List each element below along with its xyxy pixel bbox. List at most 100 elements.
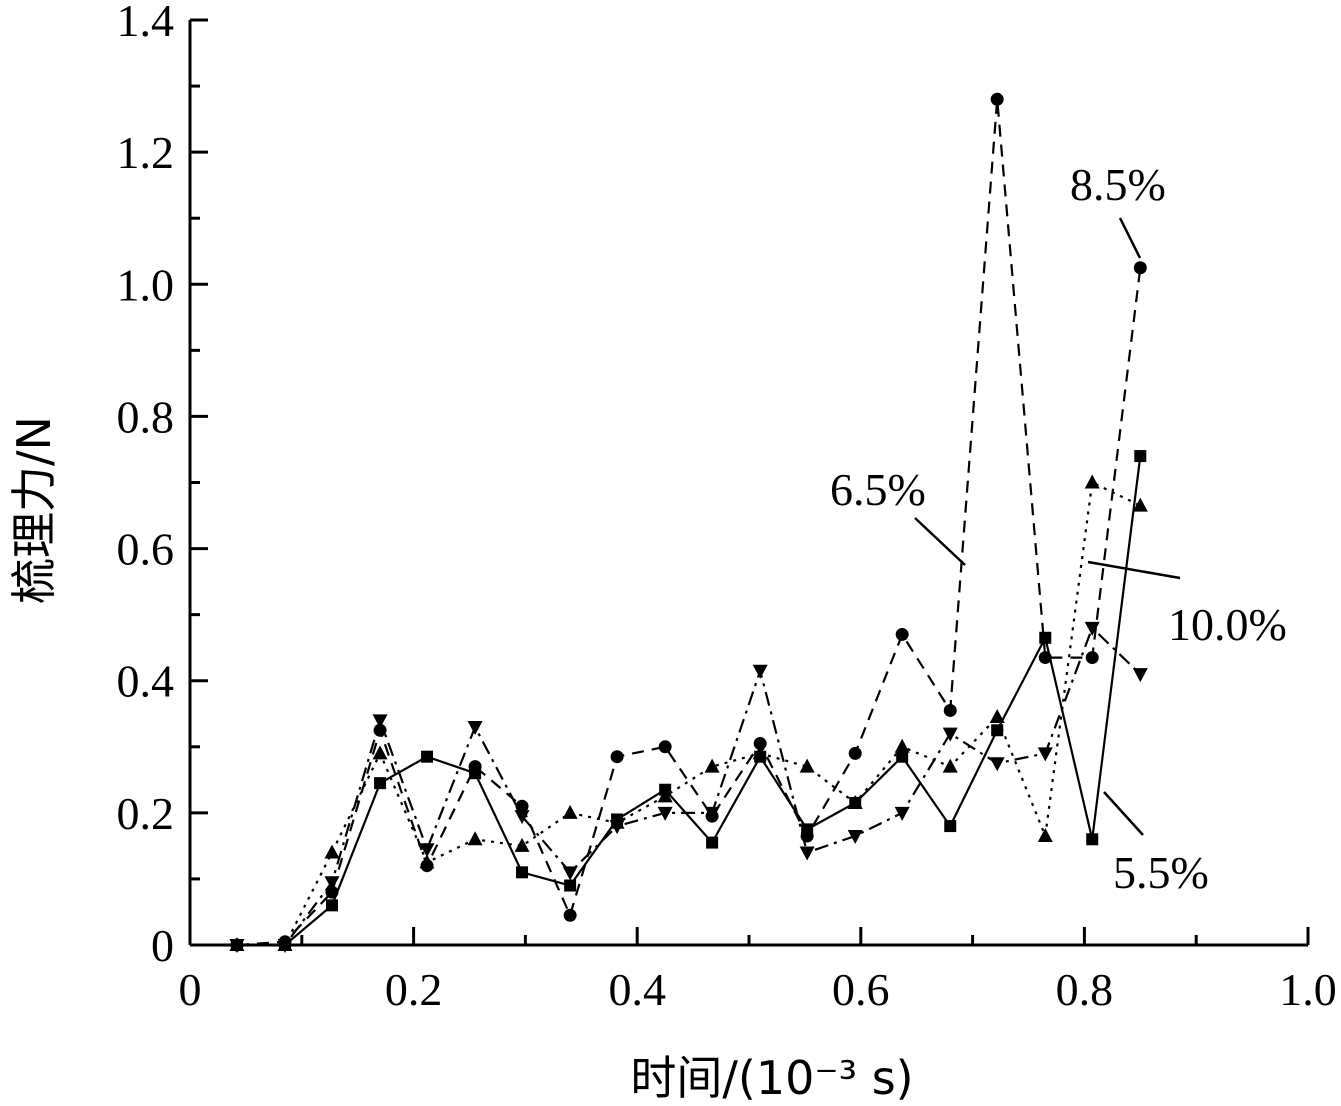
data-point-triangle-down xyxy=(894,806,910,821)
series-annotation: 10.0% xyxy=(1087,560,1287,650)
annotation-leader-line xyxy=(1118,217,1142,259)
y-tick-label: 0.2 xyxy=(117,788,175,839)
annotation-leader-line xyxy=(1087,560,1181,580)
data-point-triangle-down xyxy=(989,757,1005,772)
data-point-triangle-up xyxy=(324,844,340,859)
data-point-circle xyxy=(1133,261,1147,275)
y-tick-label: 0.4 xyxy=(117,656,175,707)
data-point-square xyxy=(1086,833,1099,846)
data-point-triangle-down xyxy=(1037,747,1053,762)
data-point-circle xyxy=(990,92,1004,106)
data-point-triangle-up xyxy=(1132,497,1148,512)
x-tick-label: 1.0 xyxy=(1279,964,1337,1015)
x-tick-label: 0.4 xyxy=(608,964,666,1015)
data-point-circle xyxy=(325,885,339,899)
data-point-triangle-down xyxy=(229,939,245,953)
data-point-triangle-down xyxy=(799,846,815,861)
series-6-5- xyxy=(230,92,1147,952)
data-point-triangle-up xyxy=(514,837,530,852)
data-point-circle xyxy=(1085,651,1099,665)
series-line xyxy=(237,625,1142,947)
axes: 0 0.2 0.4 0.6 0.8 1.0 1.2 1.4 0 0.2 0.4 0.6 0.8 1.0 xyxy=(117,0,1337,1015)
data-point-triangle-up xyxy=(704,758,720,773)
data-point-triangle-up xyxy=(467,831,483,846)
series-8-5- xyxy=(229,474,1148,951)
data-point-triangle-up xyxy=(657,788,673,803)
data-point-triangle-down xyxy=(467,720,483,735)
data-point-triangle-up xyxy=(1084,474,1100,489)
annotation-label: 5.5% xyxy=(1113,847,1209,898)
annotation-leader-line xyxy=(1103,791,1144,836)
data-point-circle xyxy=(1038,651,1052,665)
data-point-circle xyxy=(848,746,862,760)
data-point-triangle-down xyxy=(1084,621,1100,636)
y-tick-label: 0 xyxy=(151,920,174,971)
data-point-square xyxy=(421,750,434,763)
data-point-triangle-down xyxy=(657,806,673,821)
data-point-triangle-up xyxy=(799,758,815,773)
data-point-triangle-up xyxy=(894,738,910,753)
data-point-triangle-down xyxy=(752,664,768,679)
data-point-triangle-down xyxy=(372,714,388,729)
annotation-leader-line xyxy=(914,517,966,566)
series-annotation: 8.5% xyxy=(1070,159,1166,259)
annotation-label: 8.5% xyxy=(1070,159,1166,210)
data-point-circle xyxy=(658,740,672,754)
annotation-label: 6.5% xyxy=(830,464,926,515)
y-tick-label: 1.2 xyxy=(117,127,175,178)
data-point-triangle-down xyxy=(704,806,720,821)
annotations: 8.5% 6.5% 10.0% 5.5% xyxy=(830,159,1287,898)
data-point-square xyxy=(325,899,338,912)
annotation-label: 10.0% xyxy=(1168,599,1287,650)
data-point-triangle-down xyxy=(562,866,578,881)
data-point-triangle-down xyxy=(419,843,435,858)
data-point-triangle-down xyxy=(1132,668,1148,683)
series-line xyxy=(237,455,1142,947)
x-tick-label: 0.2 xyxy=(385,964,443,1015)
x-tick-label: 0.6 xyxy=(832,964,890,1015)
data-point-square xyxy=(991,724,1004,737)
y-tick-label: 1.4 xyxy=(117,0,175,46)
data-point-triangle-up xyxy=(752,745,768,760)
data-point-triangle-down xyxy=(277,939,293,953)
series-line xyxy=(236,99,1142,947)
data-point-triangle-down xyxy=(324,876,340,891)
data-point-circle xyxy=(563,908,577,922)
data-point-triangle-up xyxy=(372,745,388,760)
data-point-circle xyxy=(468,760,482,774)
data-point-square xyxy=(944,820,957,833)
data-point-circle xyxy=(753,736,767,750)
data-point-square xyxy=(516,866,529,879)
series-annotation: 5.5% xyxy=(1103,791,1209,898)
x-tick-label: 0 xyxy=(179,964,202,1015)
data-point-triangle-down xyxy=(942,727,958,742)
data-point-triangle-down xyxy=(609,820,625,835)
data-point-triangle-up xyxy=(562,804,578,819)
data-point-square xyxy=(564,879,577,892)
data-point-square xyxy=(374,777,387,790)
data-point-circle xyxy=(515,799,529,813)
series-line xyxy=(237,480,1141,947)
data-point-square xyxy=(1134,450,1147,463)
series-layer xyxy=(229,92,1148,953)
y-tick-label: 1.0 xyxy=(117,259,175,310)
data-point-square xyxy=(896,750,909,763)
y-tick-label: 0.6 xyxy=(117,524,175,575)
data-point-circle xyxy=(610,750,624,764)
data-point-triangle-down xyxy=(847,829,863,844)
data-point-triangle-up xyxy=(419,854,435,869)
data-point-triangle-up xyxy=(942,758,958,773)
data-point-triangle-up xyxy=(989,709,1005,724)
data-point-triangle-up xyxy=(847,794,863,809)
series-5-5- xyxy=(230,450,1147,951)
data-point-square xyxy=(1039,631,1052,644)
series-10-0- xyxy=(229,621,1148,953)
series-annotation: 6.5% xyxy=(830,464,966,566)
data-point-triangle-up xyxy=(1037,827,1053,842)
y-tick-label: 0.8 xyxy=(117,391,175,442)
data-point-circle xyxy=(895,627,909,641)
y-axis-title: 梳理力/N xyxy=(7,416,61,604)
data-point-square xyxy=(706,836,719,849)
data-point-triangle-down xyxy=(514,810,530,825)
